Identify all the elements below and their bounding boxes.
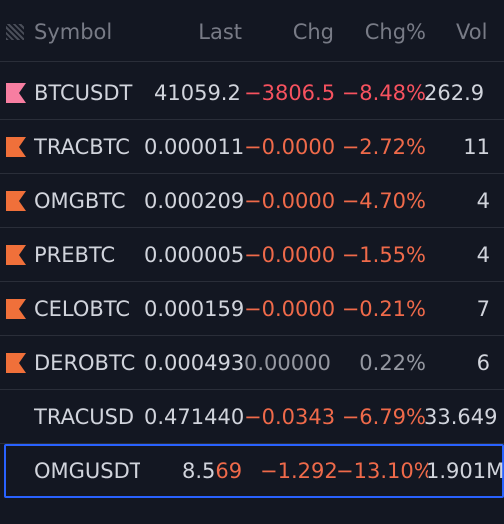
row-vol: 11 xyxy=(463,135,490,159)
row-symbol: DEROBTC xyxy=(34,351,136,375)
row-symbol: TRACUSD xyxy=(34,405,135,429)
watchlist-row-omgbtc[interactable]: OMGBTC 0.000209 −0.0000 −4.70% 4 xyxy=(0,174,504,228)
watchlist-row-prebtc[interactable]: PREBTC 0.000005 −0.00000 −1.55% 4 xyxy=(0,228,504,282)
flag-icon[interactable] xyxy=(6,191,26,211)
row-last: 41059.2 xyxy=(154,81,241,105)
watchlist-row-tracbtc[interactable]: TRACBTC 0.000011 −0.00000 −2.72% 11 xyxy=(0,120,504,174)
watchlist-row-tracusd[interactable]: TRACUSD 0.471440 −0.0343 −6.79% 33.649 xyxy=(0,390,504,444)
column-header-chg-pct[interactable]: Chg% xyxy=(364,20,426,44)
row-chg-pct: −6.79% xyxy=(341,405,426,429)
row-chg: −0.0000 xyxy=(244,189,336,213)
row-chg-pct: −13.10% xyxy=(336,459,428,483)
row-symbol: PREBTC xyxy=(34,243,116,267)
flag-icon[interactable] xyxy=(6,245,26,265)
column-header-vol[interactable]: Vol xyxy=(456,20,488,44)
row-symbol: OMGUSDT xyxy=(34,459,140,483)
row-last: 0.000011 xyxy=(144,135,244,159)
row-symbol: TRACBTC xyxy=(34,135,130,159)
row-chg: 0.00000 xyxy=(244,351,331,375)
flag-icon[interactable] xyxy=(6,137,26,157)
row-vol: 33.649 xyxy=(424,405,498,429)
row-vol: 1.901M xyxy=(426,459,504,483)
row-last: 0.000493 xyxy=(144,351,244,375)
row-last: 8.569 xyxy=(182,456,248,486)
watchlist-row-omgusdt-selected[interactable]: OMGUSDT 8.569 −1.292 −13.10% 1.901M xyxy=(4,444,504,498)
row-chg: −0.00000 xyxy=(244,135,336,159)
row-last-changed-digits: 69 xyxy=(215,459,243,483)
row-chg: −0.00000 xyxy=(244,243,336,267)
watchlist-row-celobtc[interactable]: CELOBTC 0.000159 −0.00000 −0.21% 7 xyxy=(0,282,504,336)
flag-icon[interactable] xyxy=(6,353,26,373)
row-last: 0.000209 xyxy=(144,189,244,213)
column-settings-icon[interactable] xyxy=(6,24,24,40)
row-chg: −3806.5 xyxy=(244,81,336,105)
watchlist-header: Symbol Last Chg Chg% Vol xyxy=(0,0,504,62)
row-chg-pct: 0.22% xyxy=(359,351,426,375)
row-vol: 6 xyxy=(476,351,490,375)
row-chg: −1.292 xyxy=(260,459,338,483)
row-last-stable-digits: 8.5 xyxy=(182,459,216,483)
row-chg-pct: −2.72% xyxy=(341,135,426,159)
row-vol: 4 xyxy=(476,243,490,267)
row-last: 0.000159 xyxy=(144,297,244,321)
row-chg-pct: −4.70% xyxy=(341,189,426,213)
row-symbol: CELOBTC xyxy=(34,297,131,321)
flag-icon[interactable] xyxy=(6,299,26,319)
row-chg: −0.0343 xyxy=(244,405,336,429)
row-vol: 7 xyxy=(476,297,490,321)
flag-icon[interactable] xyxy=(6,83,26,103)
row-chg-pct: −0.21% xyxy=(341,297,426,321)
watchlist-row-derobtc[interactable]: DEROBTC 0.000493 0.00000 0.22% 6 xyxy=(0,336,504,390)
row-chg: −0.00000 xyxy=(244,297,336,321)
row-symbol: BTCUSDT xyxy=(34,81,133,105)
row-chg-pct: −1.55% xyxy=(341,243,426,267)
watchlist-row-btcusdt[interactable]: BTCUSDT 41059.2 −3806.5 −8.48% 262.9 xyxy=(0,66,504,120)
row-vol: 4 xyxy=(476,189,490,213)
row-last: 0.471440 xyxy=(144,405,244,429)
row-symbol: OMGBTC xyxy=(34,189,126,213)
row-chg-pct: −8.48% xyxy=(341,81,426,105)
row-last: 0.000005 xyxy=(144,243,244,267)
column-header-last[interactable]: Last xyxy=(198,20,242,44)
row-vol: 262.9 xyxy=(424,81,485,105)
column-header-chg[interactable]: Chg xyxy=(292,20,334,44)
column-header-symbol[interactable]: Symbol xyxy=(34,20,113,44)
